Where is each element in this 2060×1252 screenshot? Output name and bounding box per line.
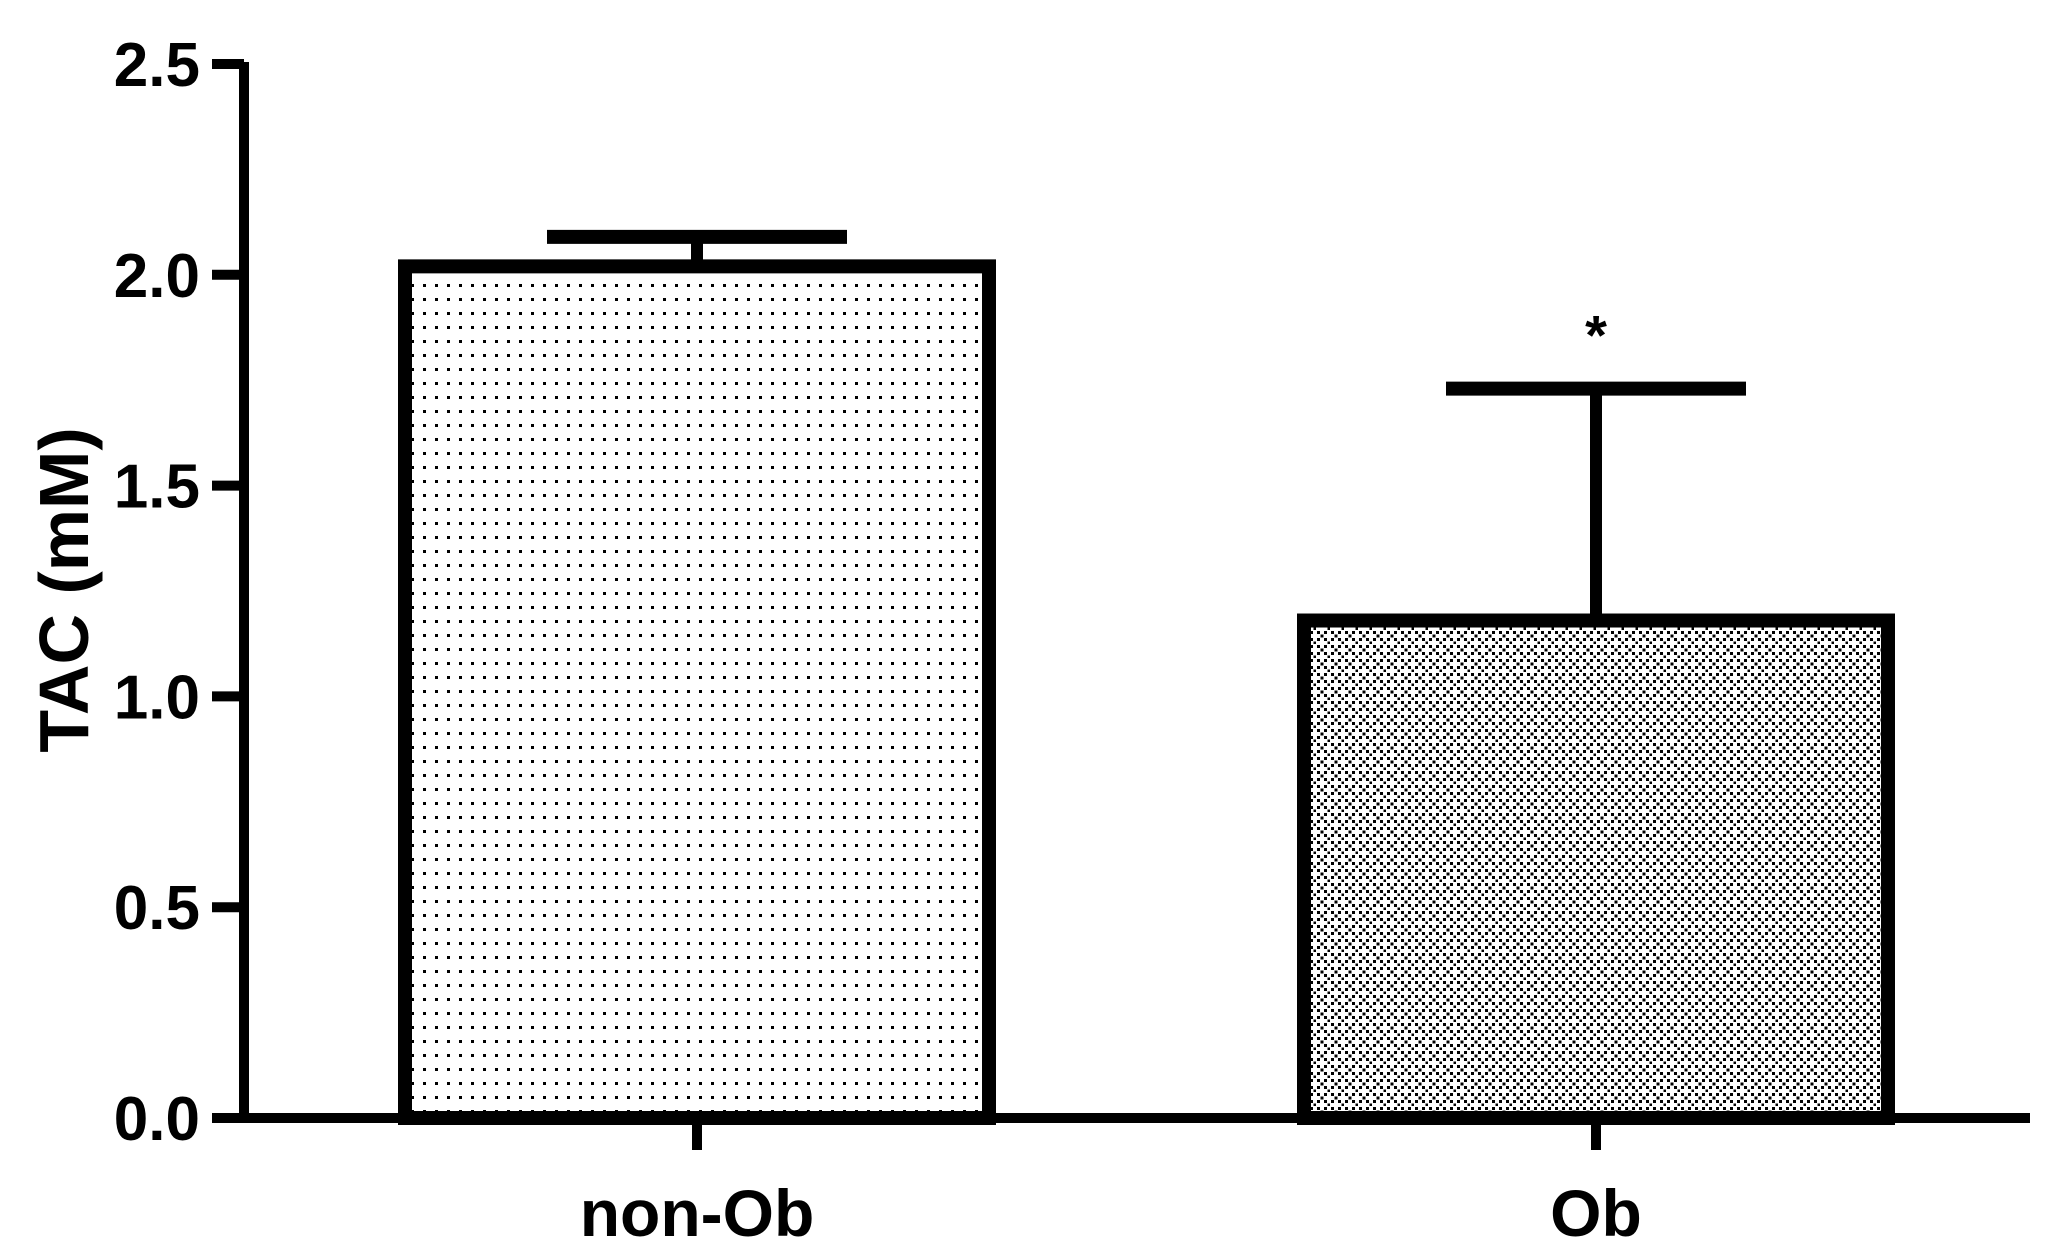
y-tick-label: 1.5 xyxy=(114,453,200,522)
bar-ob xyxy=(1297,613,1895,1126)
bar-non-ob xyxy=(398,259,996,1126)
y-tick-label: 2.0 xyxy=(114,242,200,311)
significance-marker: * xyxy=(1585,304,1607,367)
error-bars xyxy=(547,229,1746,621)
x-axis: non-Ob Ob xyxy=(239,1113,2030,1250)
y-tick-label: 1.0 xyxy=(114,663,200,732)
y-axis: 0.0 0.5 1.0 1.5 2.0 2.5 xyxy=(114,31,249,1154)
x-tick-label: Ob xyxy=(1550,1176,1642,1250)
y-axis-title: TAC (mM) xyxy=(25,427,103,752)
x-tick-label: non-Ob xyxy=(580,1176,815,1250)
y-tick-label: 0.5 xyxy=(114,874,200,943)
y-tick-label: 2.5 xyxy=(114,31,200,100)
y-tick-label: 0.0 xyxy=(114,1085,200,1154)
annotations: * xyxy=(1585,304,1607,367)
